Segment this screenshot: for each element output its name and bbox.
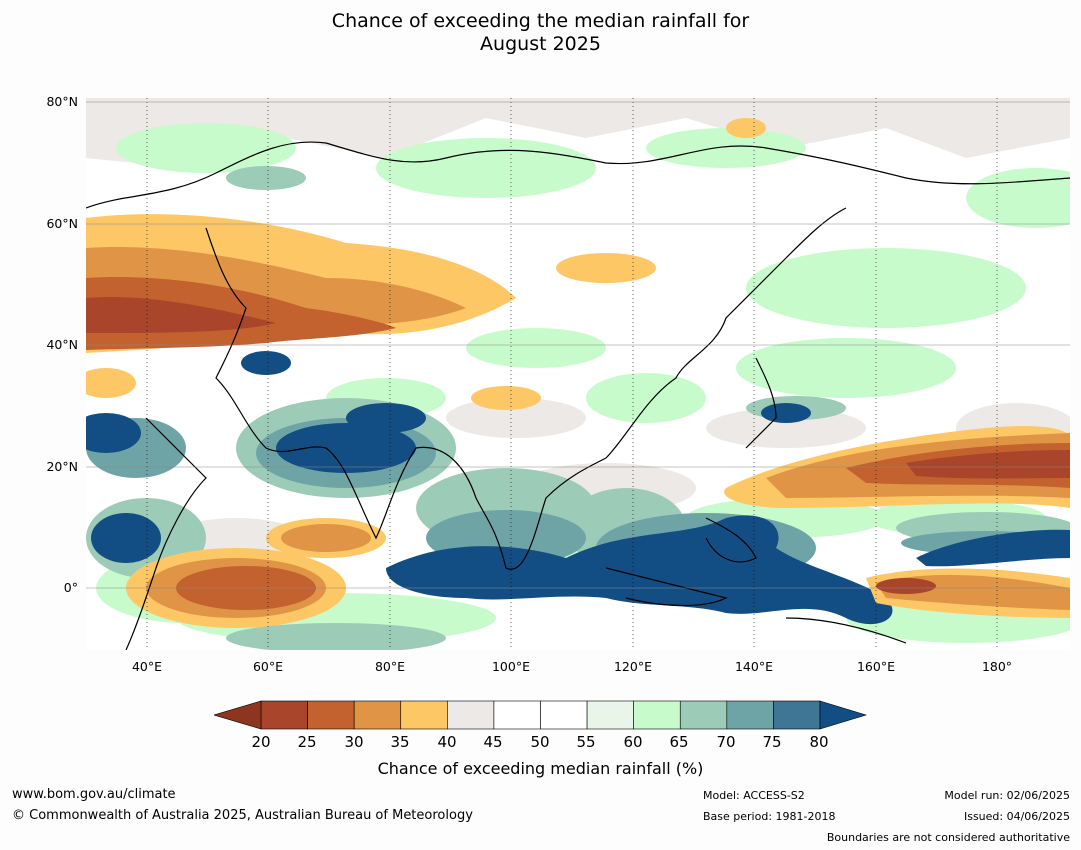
title-line-2: August 2025 bbox=[480, 33, 601, 55]
rainfall-probability-map bbox=[86, 98, 1070, 650]
colorbar-segment bbox=[260, 700, 308, 730]
colorbar-tick: 40 bbox=[437, 733, 457, 751]
colorbar bbox=[214, 700, 868, 730]
coastlines bbox=[86, 141, 1070, 650]
colorbar-segment bbox=[307, 700, 355, 730]
lon-label-120e: 120°E bbox=[613, 659, 652, 674]
model-name: Model: ACCESS-S2 bbox=[703, 789, 805, 802]
lat-label-80n: 80°N bbox=[46, 94, 78, 109]
gridlines bbox=[146, 98, 998, 650]
lon-label-160e: 160°E bbox=[856, 659, 895, 674]
colorbar-over-arrow bbox=[819, 700, 868, 730]
lat-label-20n: 20°N bbox=[46, 459, 78, 474]
colorbar-tick: 80 bbox=[809, 733, 829, 751]
colorbar-tick: 75 bbox=[762, 733, 782, 751]
boundaries-disclaimer: Boundaries are not considered authoritat… bbox=[826, 831, 1070, 844]
issued-date: Issued: 04/06/2025 bbox=[963, 810, 1070, 823]
colorbar-segment bbox=[493, 700, 541, 730]
title-line-1: Chance of exceeding the median rainfall … bbox=[331, 10, 750, 32]
colorbar-tick: 60 bbox=[623, 733, 643, 751]
colorbar-segment bbox=[586, 700, 634, 730]
colorbar-segment bbox=[540, 700, 588, 730]
copyright-text: © Commonwealth of Australia 2025, Austra… bbox=[12, 808, 473, 823]
colorbar-segment bbox=[353, 700, 402, 730]
colorbar-tick: 65 bbox=[669, 733, 689, 751]
colorbar-segment bbox=[400, 700, 448, 730]
lat-label-60n: 60°N bbox=[46, 216, 78, 231]
lon-label-180: 180° bbox=[981, 659, 1013, 674]
lat-label-0: 0° bbox=[63, 580, 78, 595]
colorbar-label: Chance of exceeding median rainfall (%) bbox=[377, 759, 704, 778]
latitude-lines bbox=[86, 101, 1070, 589]
base-period: Base period: 1981-2018 bbox=[703, 810, 836, 823]
colorbar-tick: 20 bbox=[251, 733, 271, 751]
colorbar-tick: 25 bbox=[297, 733, 317, 751]
lon-label-140e: 140°E bbox=[734, 659, 773, 674]
colorbar-tick: 35 bbox=[390, 733, 410, 751]
colorbar-tick: 70 bbox=[716, 733, 736, 751]
lon-label-80e: 80°E bbox=[374, 659, 406, 674]
colorbar-segment bbox=[679, 700, 728, 730]
colorbar-segment bbox=[633, 700, 681, 730]
colorbar-under-arrow bbox=[214, 700, 262, 730]
lon-label-60e: 60°E bbox=[252, 659, 284, 674]
lon-label-40e: 40°E bbox=[131, 659, 163, 674]
colorbar-tick: 55 bbox=[576, 733, 596, 751]
very-dry-patches bbox=[86, 297, 1070, 594]
lat-label-40n: 40°N bbox=[46, 337, 78, 352]
website-link[interactable]: www.bom.gov.au/climate bbox=[12, 787, 176, 802]
colorbar-segment bbox=[773, 700, 821, 730]
colorbar-segment bbox=[447, 700, 495, 730]
colorbar-segment bbox=[726, 700, 774, 730]
colorbar-tick: 50 bbox=[530, 733, 550, 751]
lon-label-100e: 100°E bbox=[491, 659, 530, 674]
wet-regions bbox=[86, 351, 1070, 625]
model-run-date: Model run: 02/06/2025 bbox=[944, 789, 1070, 802]
chart-title: Chance of exceeding the median rainfall … bbox=[0, 10, 1081, 56]
colorbar-tick: 45 bbox=[483, 733, 503, 751]
colorbar-tick: 30 bbox=[344, 733, 364, 751]
